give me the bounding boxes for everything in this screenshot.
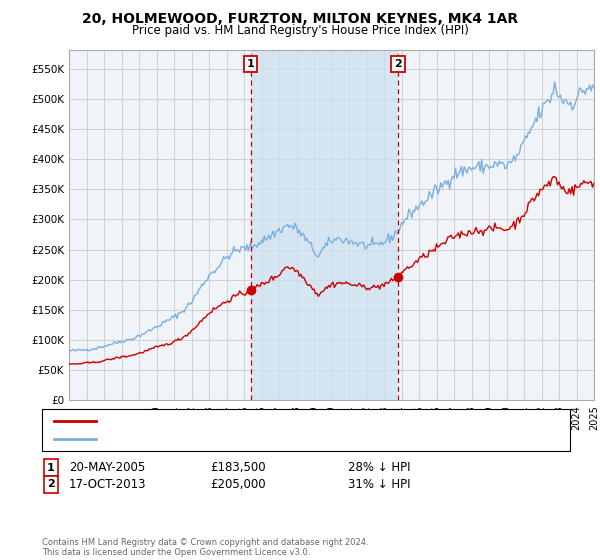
Text: 28% ↓ HPI: 28% ↓ HPI [348, 461, 410, 474]
Text: 31% ↓ HPI: 31% ↓ HPI [348, 478, 410, 491]
Text: £205,000: £205,000 [210, 478, 266, 491]
Text: 2: 2 [394, 59, 402, 69]
Text: 17-OCT-2013: 17-OCT-2013 [69, 478, 146, 491]
Text: Price paid vs. HM Land Registry's House Price Index (HPI): Price paid vs. HM Land Registry's House … [131, 24, 469, 36]
Text: 1: 1 [47, 463, 55, 473]
Text: £183,500: £183,500 [210, 461, 266, 474]
Text: HPI: Average price, detached house, Milton Keynes: HPI: Average price, detached house, Milt… [105, 434, 370, 444]
Text: 20-MAY-2005: 20-MAY-2005 [69, 461, 145, 474]
Text: 20, HOLMEWOOD, FURZTON, MILTON KEYNES, MK4 1AR: 20, HOLMEWOOD, FURZTON, MILTON KEYNES, M… [82, 12, 518, 26]
Text: Contains HM Land Registry data © Crown copyright and database right 2024.
This d: Contains HM Land Registry data © Crown c… [42, 538, 368, 557]
Text: 2: 2 [47, 479, 55, 489]
Text: 1: 1 [247, 59, 254, 69]
Bar [251, 50, 398, 400]
Text: 20, HOLMEWOOD, FURZTON, MILTON KEYNES, MK4 1AR (detached house): 20, HOLMEWOOD, FURZTON, MILTON KEYNES, M… [105, 416, 490, 426]
